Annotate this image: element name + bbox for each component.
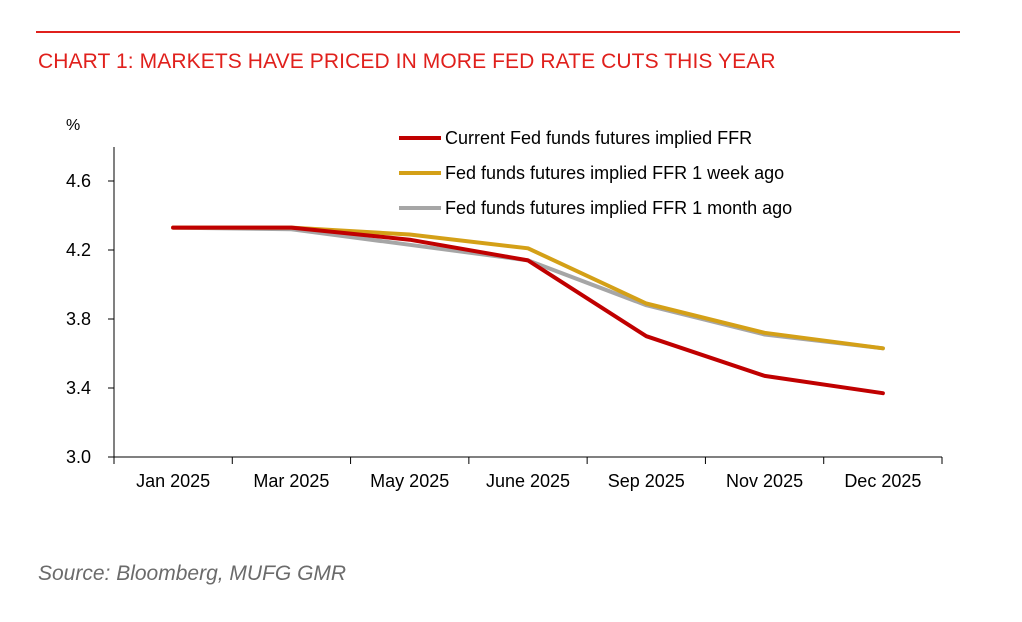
chart-axes: 4.6 4.2 3.8 3.4 3.0% Jan 2025 Mar 2025 May 2025… (66, 117, 943, 491)
series-line (171, 225, 885, 351)
y-tick-label: 4.6 (66, 171, 91, 191)
y-axis-unit-label: % (66, 117, 80, 134)
series-line (171, 225, 885, 396)
chart-legend: Current Fed funds futures implied FFR Fed… (399, 128, 792, 218)
x-tick-label: Jan 2025 (136, 471, 210, 491)
x-tick-label: Mar 2025 (253, 471, 329, 491)
x-tick-label: Nov 2025 (726, 471, 803, 491)
legend-label: Fed funds futures implied FFR 1 week ago (445, 163, 784, 183)
x-tick-label: Sep 2025 (608, 471, 685, 491)
y-tick-label: 3.8 (66, 309, 91, 329)
chart-title: CHART 1: MARKETS HAVE PRICED IN MORE FED… (38, 50, 776, 73)
source-note: Source: Bloomberg, MUFG GMR (38, 562, 347, 585)
x-tick-label: Dec 2025 (844, 471, 921, 491)
x-tick-label: May 2025 (370, 471, 449, 491)
series-line (171, 225, 885, 351)
line-chart: 4.6 4.2 3.8 3.4 3.0% Jan 2025 Mar 2025 May 2025… (66, 117, 943, 491)
y-tick-label: 3.4 (66, 378, 91, 398)
chart-series (171, 225, 885, 396)
x-tick-label: June 2025 (486, 471, 570, 491)
legend-label: Current Fed funds futures implied FFR (445, 128, 752, 148)
y-tick-label: 3.0 (66, 447, 91, 467)
legend-label: Fed funds futures implied FFR 1 month ag… (445, 198, 792, 218)
y-tick-label: 4.2 (66, 240, 91, 260)
title-rule (36, 31, 960, 33)
